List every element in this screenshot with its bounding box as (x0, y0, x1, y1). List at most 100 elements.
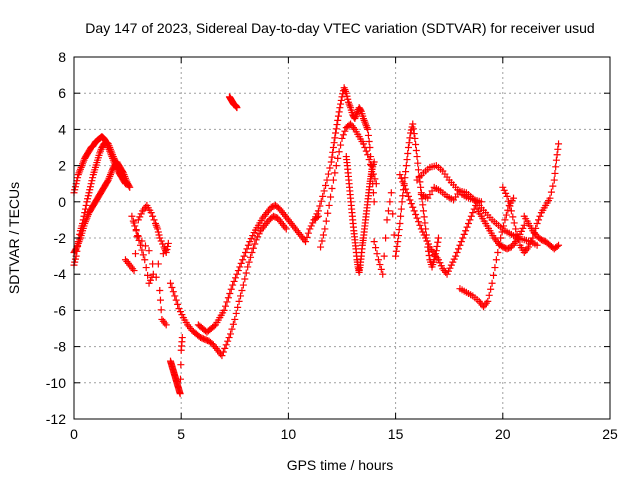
data-point (159, 240, 167, 248)
data-point (317, 243, 325, 251)
series-drop-12.8 (342, 153, 378, 276)
data-point (86, 183, 94, 191)
x-tick-label: 0 (70, 426, 78, 442)
y-tick-label: 2 (58, 158, 66, 174)
data-point (312, 213, 320, 221)
data-point (519, 224, 527, 232)
data-point (413, 214, 421, 222)
data-point (147, 209, 155, 217)
data-point (252, 236, 260, 244)
data-point (444, 267, 452, 275)
data-point (333, 121, 341, 129)
data-point (503, 192, 511, 200)
data-point (499, 183, 507, 191)
data-point (239, 256, 247, 264)
data-point (520, 221, 528, 229)
data-point (74, 174, 82, 182)
data-point (420, 213, 428, 221)
data-point (343, 92, 351, 100)
data-point (494, 248, 502, 256)
data-point (535, 216, 543, 224)
data-point (383, 216, 391, 224)
data-point (177, 361, 185, 369)
data-point (386, 198, 394, 206)
data-point (414, 218, 422, 226)
data-point (410, 207, 418, 215)
data-point (409, 125, 417, 133)
data-point (529, 234, 537, 242)
data-point (449, 258, 457, 266)
y-tick-label: -6 (54, 302, 67, 318)
series-burst-2.5-4.5 (121, 201, 172, 329)
data-point (434, 238, 442, 246)
data-point (139, 251, 147, 259)
data-point (332, 162, 340, 170)
data-point (413, 153, 421, 161)
data-point (249, 244, 257, 252)
data-point (244, 263, 252, 271)
data-point (231, 315, 239, 323)
data-point (434, 256, 442, 264)
data-point (230, 277, 238, 285)
data-point (157, 306, 165, 314)
data-point (323, 176, 331, 184)
x-axis-label: GPS time / hours (287, 457, 394, 473)
data-point (304, 229, 312, 237)
data-point (176, 308, 184, 316)
data-point (517, 227, 525, 235)
data-point (246, 238, 254, 246)
data-point (555, 241, 563, 249)
data-point (426, 191, 434, 199)
data-point (87, 180, 95, 188)
data-point (515, 236, 523, 244)
data-point (402, 162, 410, 170)
y-axis-label: SDTVAR / TECUs (6, 182, 22, 294)
data-point (357, 106, 365, 114)
data-point (309, 219, 317, 227)
data-point (467, 212, 475, 220)
data-point (404, 144, 412, 151)
data-point (401, 174, 409, 182)
data-point (137, 210, 145, 218)
data-point (404, 150, 412, 158)
data-point (337, 100, 345, 108)
data-point (380, 252, 388, 260)
data-point (150, 216, 158, 224)
data-point (510, 194, 518, 202)
data-point (223, 298, 231, 306)
data-point (505, 197, 513, 205)
data-point (236, 263, 244, 271)
data-point (409, 120, 417, 128)
data-point (399, 178, 407, 186)
data-point (419, 228, 427, 236)
data-point (329, 176, 337, 184)
data-point (397, 205, 405, 213)
data-point (507, 207, 515, 215)
data-point (549, 182, 557, 190)
data-point (134, 232, 142, 240)
data-point (456, 241, 464, 249)
data-point (423, 237, 431, 245)
data-point (422, 234, 430, 242)
data-point (255, 230, 263, 238)
data-point (346, 102, 354, 110)
data-point (328, 185, 336, 193)
series-loop-19-21 (473, 205, 528, 253)
y-tick-label: -8 (54, 339, 67, 355)
y-tick-label: -4 (54, 266, 67, 282)
data-point (406, 134, 414, 142)
data-point (332, 129, 340, 137)
data-point (432, 247, 440, 255)
data-point (224, 294, 232, 302)
data-point (510, 219, 518, 227)
data-point (372, 244, 380, 252)
data-point (229, 281, 237, 289)
data-point (251, 240, 259, 248)
series-valley (166, 212, 290, 360)
data-point (325, 201, 333, 209)
data-point (156, 286, 164, 294)
data-point (552, 163, 560, 171)
data-point (454, 245, 462, 253)
data-point (417, 225, 425, 233)
series-end-21-22.6-b (520, 212, 563, 253)
